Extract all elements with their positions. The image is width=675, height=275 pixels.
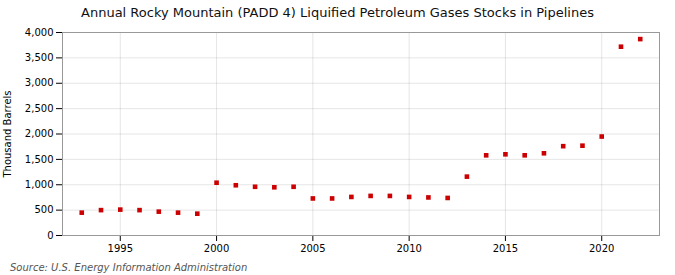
- svg-text:2,500: 2,500: [25, 103, 54, 114]
- svg-text:3,000: 3,000: [25, 77, 54, 88]
- svg-text:3,500: 3,500: [25, 52, 54, 63]
- svg-text:2005: 2005: [300, 243, 325, 254]
- svg-text:1995: 1995: [108, 243, 133, 254]
- svg-text:500: 500: [34, 204, 53, 215]
- svg-text:2015: 2015: [493, 243, 518, 254]
- svg-text:2010: 2010: [396, 243, 421, 254]
- svg-text:1,500: 1,500: [25, 154, 54, 165]
- svg-text:2020: 2020: [589, 243, 614, 254]
- svg-text:4,000: 4,000: [25, 27, 54, 38]
- svg-text:1,000: 1,000: [25, 179, 54, 190]
- svg-text:0: 0: [47, 230, 53, 241]
- svg-text:2,000: 2,000: [25, 128, 54, 139]
- svg-text:Thousand Barrels: Thousand Barrels: [2, 90, 13, 178]
- html-text:Annual Rocky Mountain (PADD 4): Annual Rocky Mountain (PADD 4) Liquified…: [81, 5, 594, 20]
- svg-text:2000: 2000: [204, 243, 229, 254]
- html-text:Source: U.S. Energy Informatio: Source: U.S. Energy Information Administ…: [10, 262, 248, 273]
